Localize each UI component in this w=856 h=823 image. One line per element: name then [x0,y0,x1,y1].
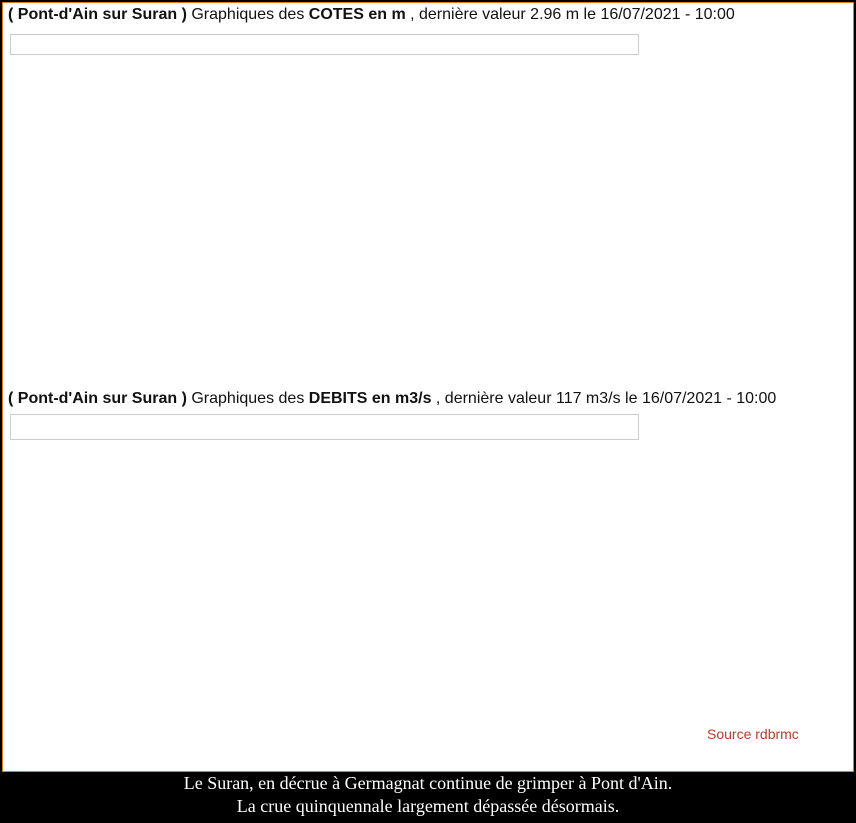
caption: Le Suran, en décrue à Germagnat continue… [0,772,856,818]
source-label: Source rdbrmc [707,726,799,742]
threshold-legend [10,414,639,440]
chart-debits-15-days [0,440,650,608]
caption-line-2: La crue quinquennale largement dépassée … [236,796,620,816]
blank-legend-box [10,34,639,55]
header-rest: , dernière valeur 2.96 m le 16/07/2021 -… [405,6,735,23]
station-name: ( Pont-d'Ain sur Suran ) [8,6,187,23]
chart-cotes-15-days [0,60,650,228]
header-cotes: ( Pont-d'Ain sur Suran ) Graphiques des … [8,6,735,24]
page-frame [2,2,854,772]
header-debits-mid: Graphiques des [186,390,309,407]
header-debits-rest: , dernière valeur 117 m3/s le 16/07/2021… [431,390,777,407]
header-debits-bold: DEBITS en m3/s [308,390,432,407]
chart-debits-3-days [0,606,650,770]
station-name-debits: ( Pont-d'Ain sur Suran ) [8,390,187,407]
header-mid: Graphiques des [186,6,309,23]
chart-cotes-3-days [0,228,650,388]
caption-line-1: Le Suran, en décrue à Germagnat continue… [183,773,673,793]
header-debits: ( Pont-d'Ain sur Suran ) Graphiques des … [8,390,776,408]
header-bold: COTES en m [308,6,406,23]
